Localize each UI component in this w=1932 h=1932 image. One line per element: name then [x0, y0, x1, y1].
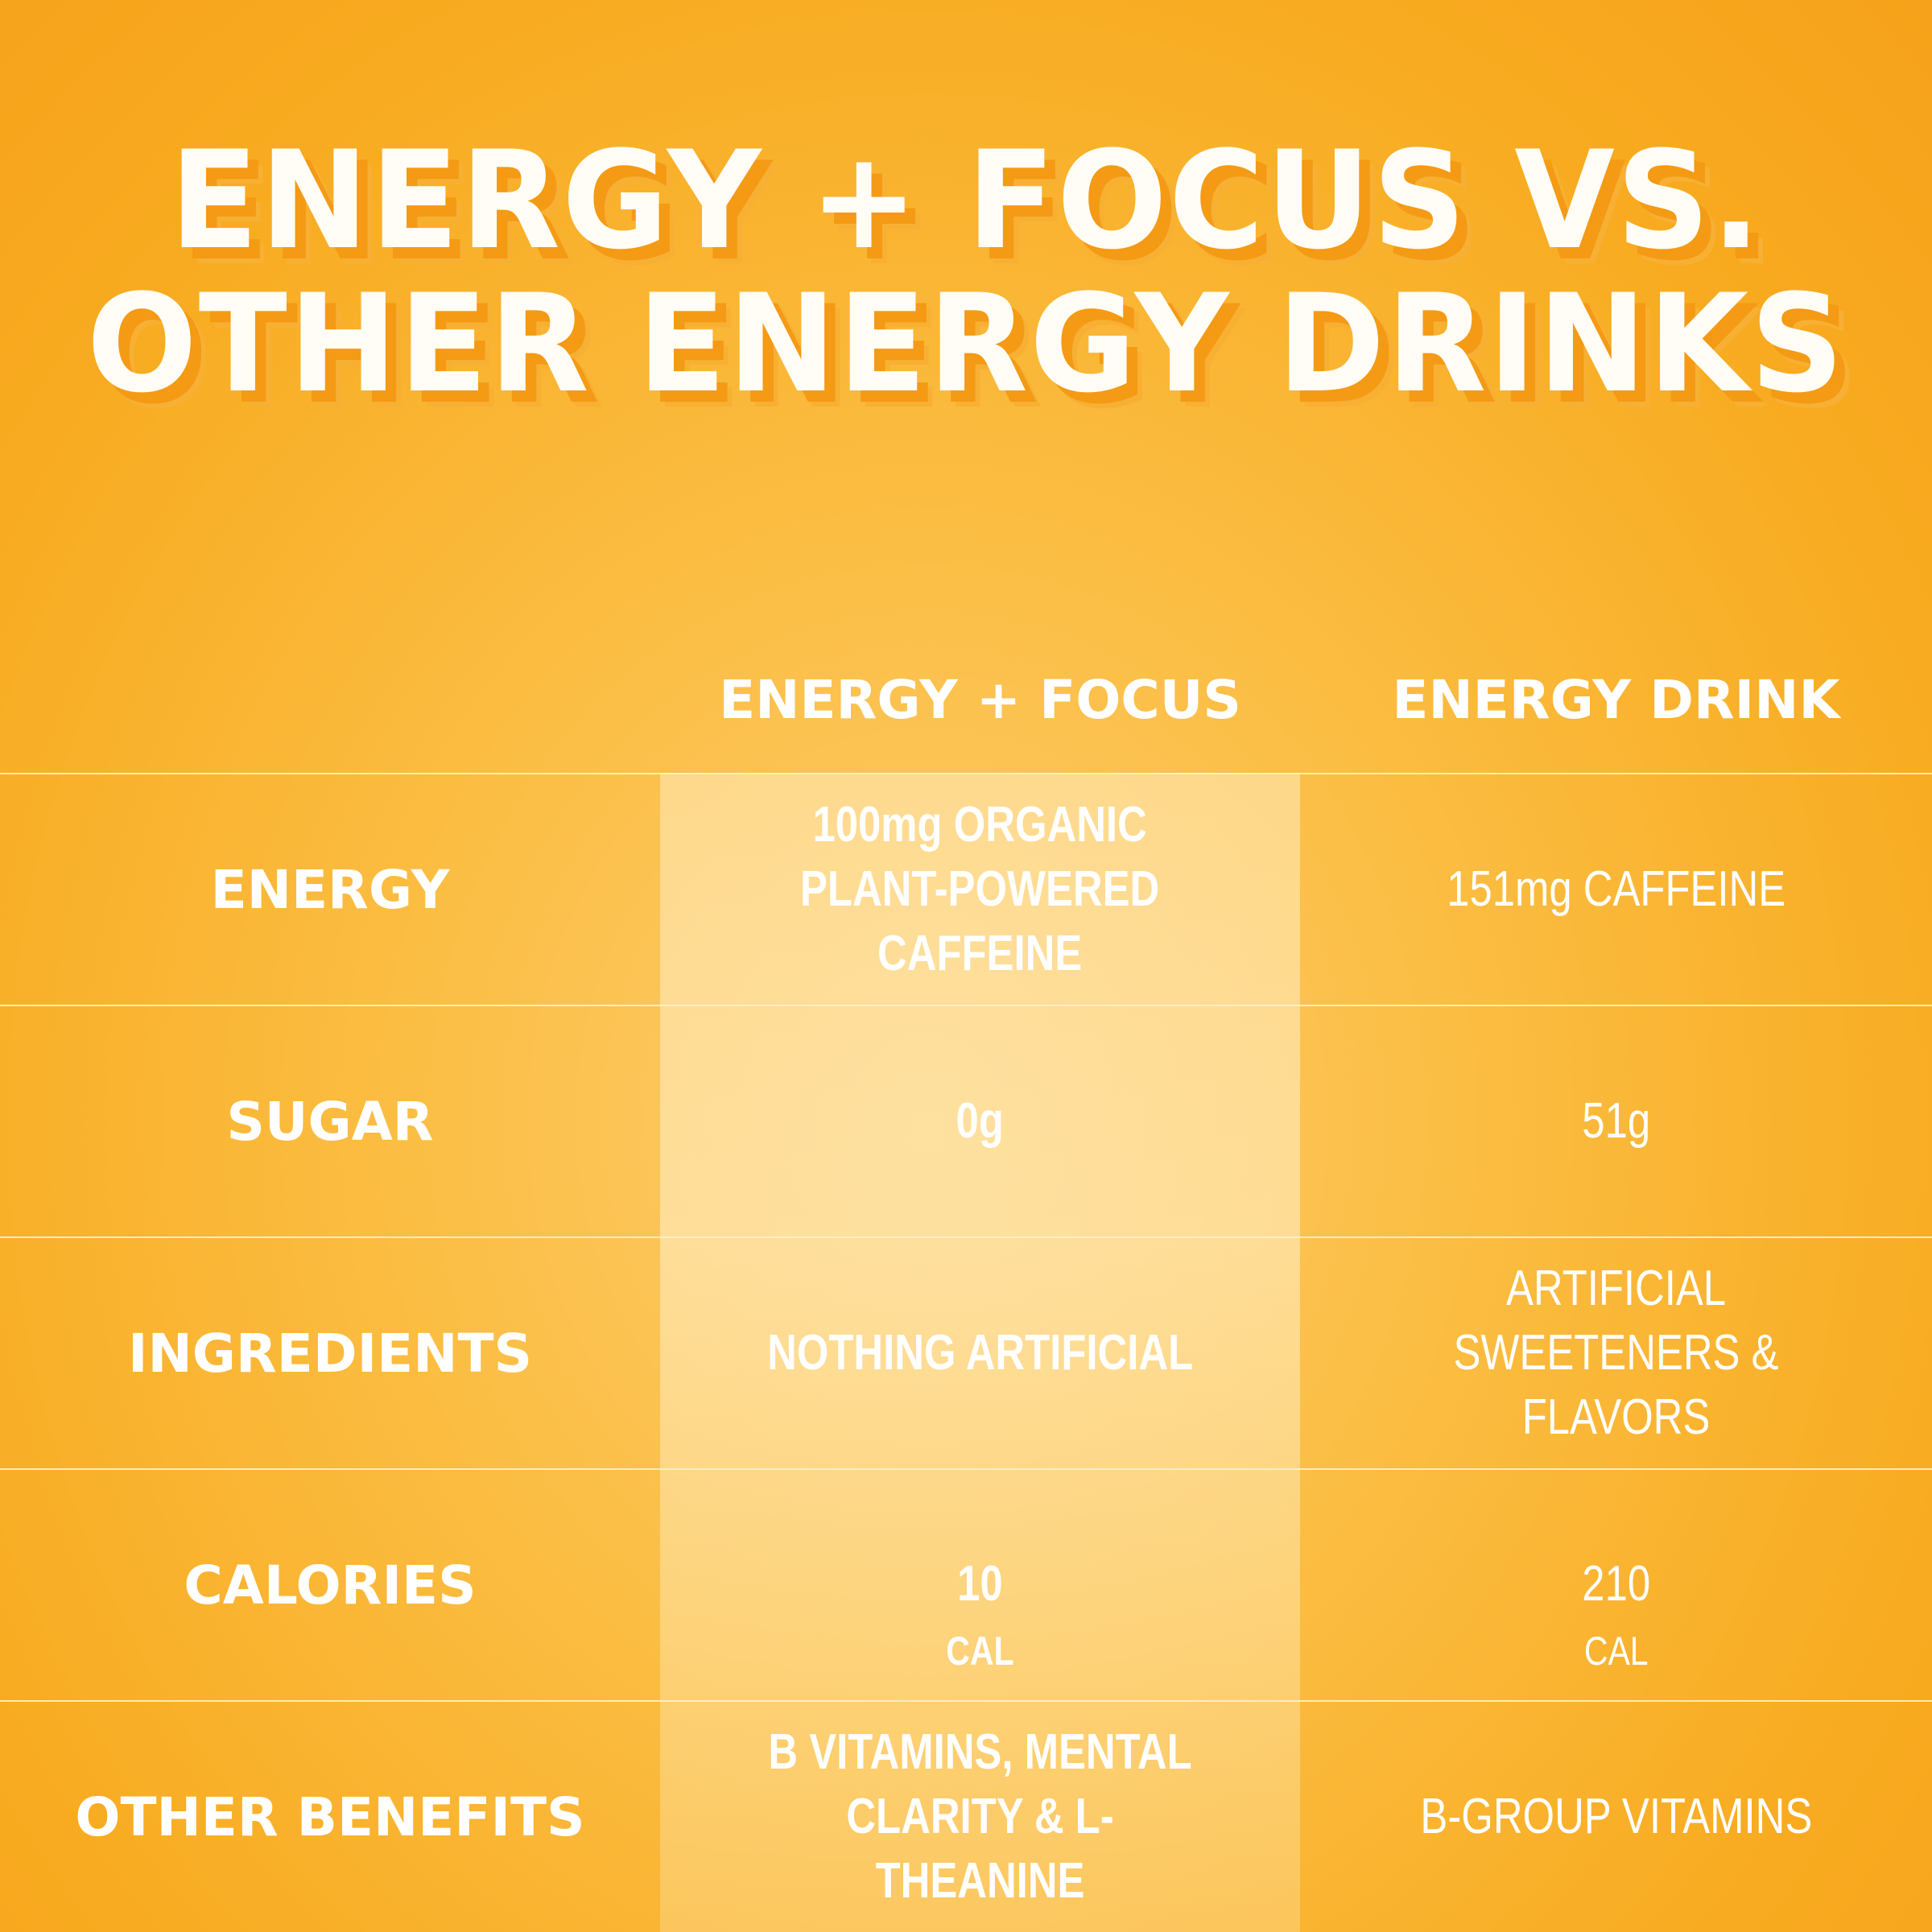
title-line-2: OTHER ENERGY DRINKS: [86, 265, 1846, 423]
column-header-energy-drink: ENERGY DRINK: [1392, 669, 1840, 731]
table-row-other-benefits: OTHER BENEFITS B VITAMINS, MENTAL CLARIT…: [0, 1700, 1932, 1932]
highlight-column: [660, 773, 1300, 1932]
cell-energy-drink: 151mg CAFFEINE: [1447, 861, 1785, 917]
cell-energy-focus: NOTHING ARTIFICIAL: [766, 1325, 1194, 1381]
cell-energy-focus: 0g: [956, 1093, 1005, 1149]
table-row-energy: ENERGY 100mg ORGANIC PLANT-POWERED CAFFE…: [0, 773, 1932, 1005]
table-row-calories: CALORIES 10 CAL 210 CAL: [0, 1468, 1932, 1700]
row-label: OTHER BENEFITS: [75, 1785, 585, 1848]
calorie-value: 10: [957, 1555, 1003, 1612]
row-label: SUGAR: [226, 1090, 434, 1153]
comparison-table: ENERGY + FOCUS ENERGY DRINK ENERGY 100mg…: [0, 612, 1932, 1932]
cell-energy-drink: 51g: [1582, 1093, 1650, 1149]
row-label: CALORIES: [184, 1554, 477, 1616]
calorie-unit: CAL: [1583, 1628, 1649, 1674]
title-line-1: ENERGY + FOCUS VS.: [169, 122, 1763, 279]
cell-energy-focus: 10 CAL: [946, 1488, 1013, 1683]
page-title: ENERGY + FOCUS VS. OTHER ENERGY DRINKS: [0, 129, 1932, 415]
table-row-ingredients: INGREDIENTS NOTHING ARTIFICIAL ARTIFICIA…: [0, 1236, 1932, 1468]
cell-energy-focus: 100mg ORGANIC PLANT-POWERED CAFFEINE: [800, 797, 1160, 981]
row-label: INGREDIENTS: [127, 1322, 533, 1385]
calorie-unit: CAL: [946, 1628, 1014, 1674]
table-row-sugar: SUGAR 0g 51g: [0, 1005, 1932, 1236]
cell-energy-focus: B VITAMINS, MENTAL CLARITY & L-THEANINE: [768, 1724, 1192, 1909]
calorie-value: 210: [1582, 1555, 1650, 1612]
cell-energy-drink: 210 CAL: [1582, 1488, 1650, 1683]
cell-energy-drink: B-GROUP VITAMINS: [1420, 1789, 1812, 1844]
table-header: ENERGY + FOCUS ENERGY DRINK: [0, 612, 1932, 773]
column-header-energy-focus: ENERGY + FOCUS: [719, 669, 1241, 731]
cell-energy-drink: ARTIFICIAL SWEETENERS & FLAVORS: [1453, 1261, 1779, 1445]
row-label: ENERGY: [210, 858, 450, 921]
